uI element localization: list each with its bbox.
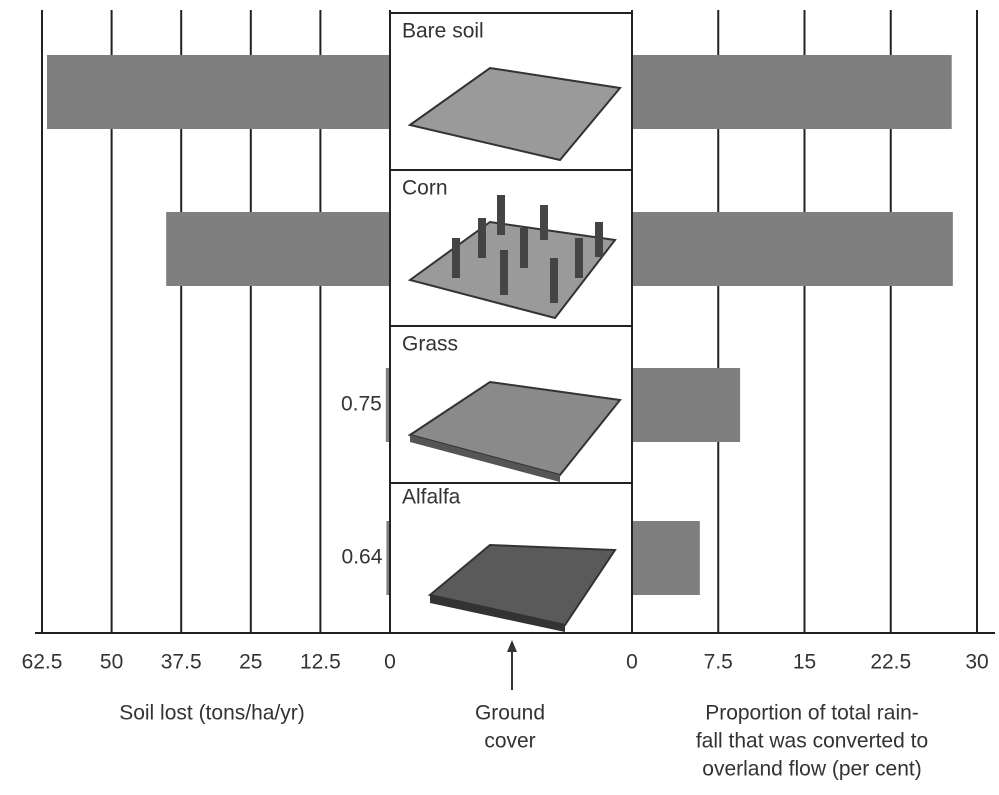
x-axis-label: fall that was converted to — [696, 730, 928, 753]
x-axis-label: Soil lost (tons/ha/yr) — [119, 702, 305, 725]
x-axis-label: overland flow (per cent) — [702, 758, 921, 781]
bar — [632, 55, 952, 129]
page: 0 12.5 25 37.5 50 62.5 0.75 0.64 Bare soil Corn Gr… — [0, 0, 999, 795]
ground-cover-arrow — [507, 640, 517, 690]
x-tick-label: 0 — [626, 651, 638, 674]
bar — [632, 521, 700, 595]
category-label: Bare soil — [402, 20, 484, 43]
x-tick-label: 7.5 — [704, 651, 733, 674]
y-axis-label: cover — [484, 730, 535, 753]
bar — [47, 55, 390, 129]
bar — [632, 212, 953, 286]
bar — [166, 212, 390, 286]
x-tick-label: 15 — [793, 651, 816, 674]
x-tick-label: 62.5 — [22, 651, 63, 674]
x-tick-label: 50 — [100, 651, 123, 674]
x-tick-label: 0 — [384, 651, 396, 674]
y-axis-label: Ground — [475, 702, 545, 725]
category-label: Grass — [402, 333, 458, 356]
x-tick-label: 25 — [239, 651, 262, 674]
ground-cover-panel — [390, 13, 632, 633]
chart: 0 12.5 25 37.5 50 62.5 0.75 0.64 Bare soil Corn Gr… — [0, 0, 999, 795]
x-tick-label: 12.5 — [300, 651, 341, 674]
bar — [632, 368, 740, 442]
x-tick-label: 37.5 — [161, 651, 202, 674]
data-label: 0.75 — [341, 393, 382, 416]
category-label: Corn — [402, 177, 448, 200]
category-label: Alfalfa — [402, 486, 461, 509]
x-tick-label: 22.5 — [870, 651, 911, 674]
data-label: 0.64 — [342, 546, 383, 569]
x-axis-label: Proportion of total rain- — [705, 702, 919, 725]
x-tick-label: 30 — [965, 651, 988, 674]
